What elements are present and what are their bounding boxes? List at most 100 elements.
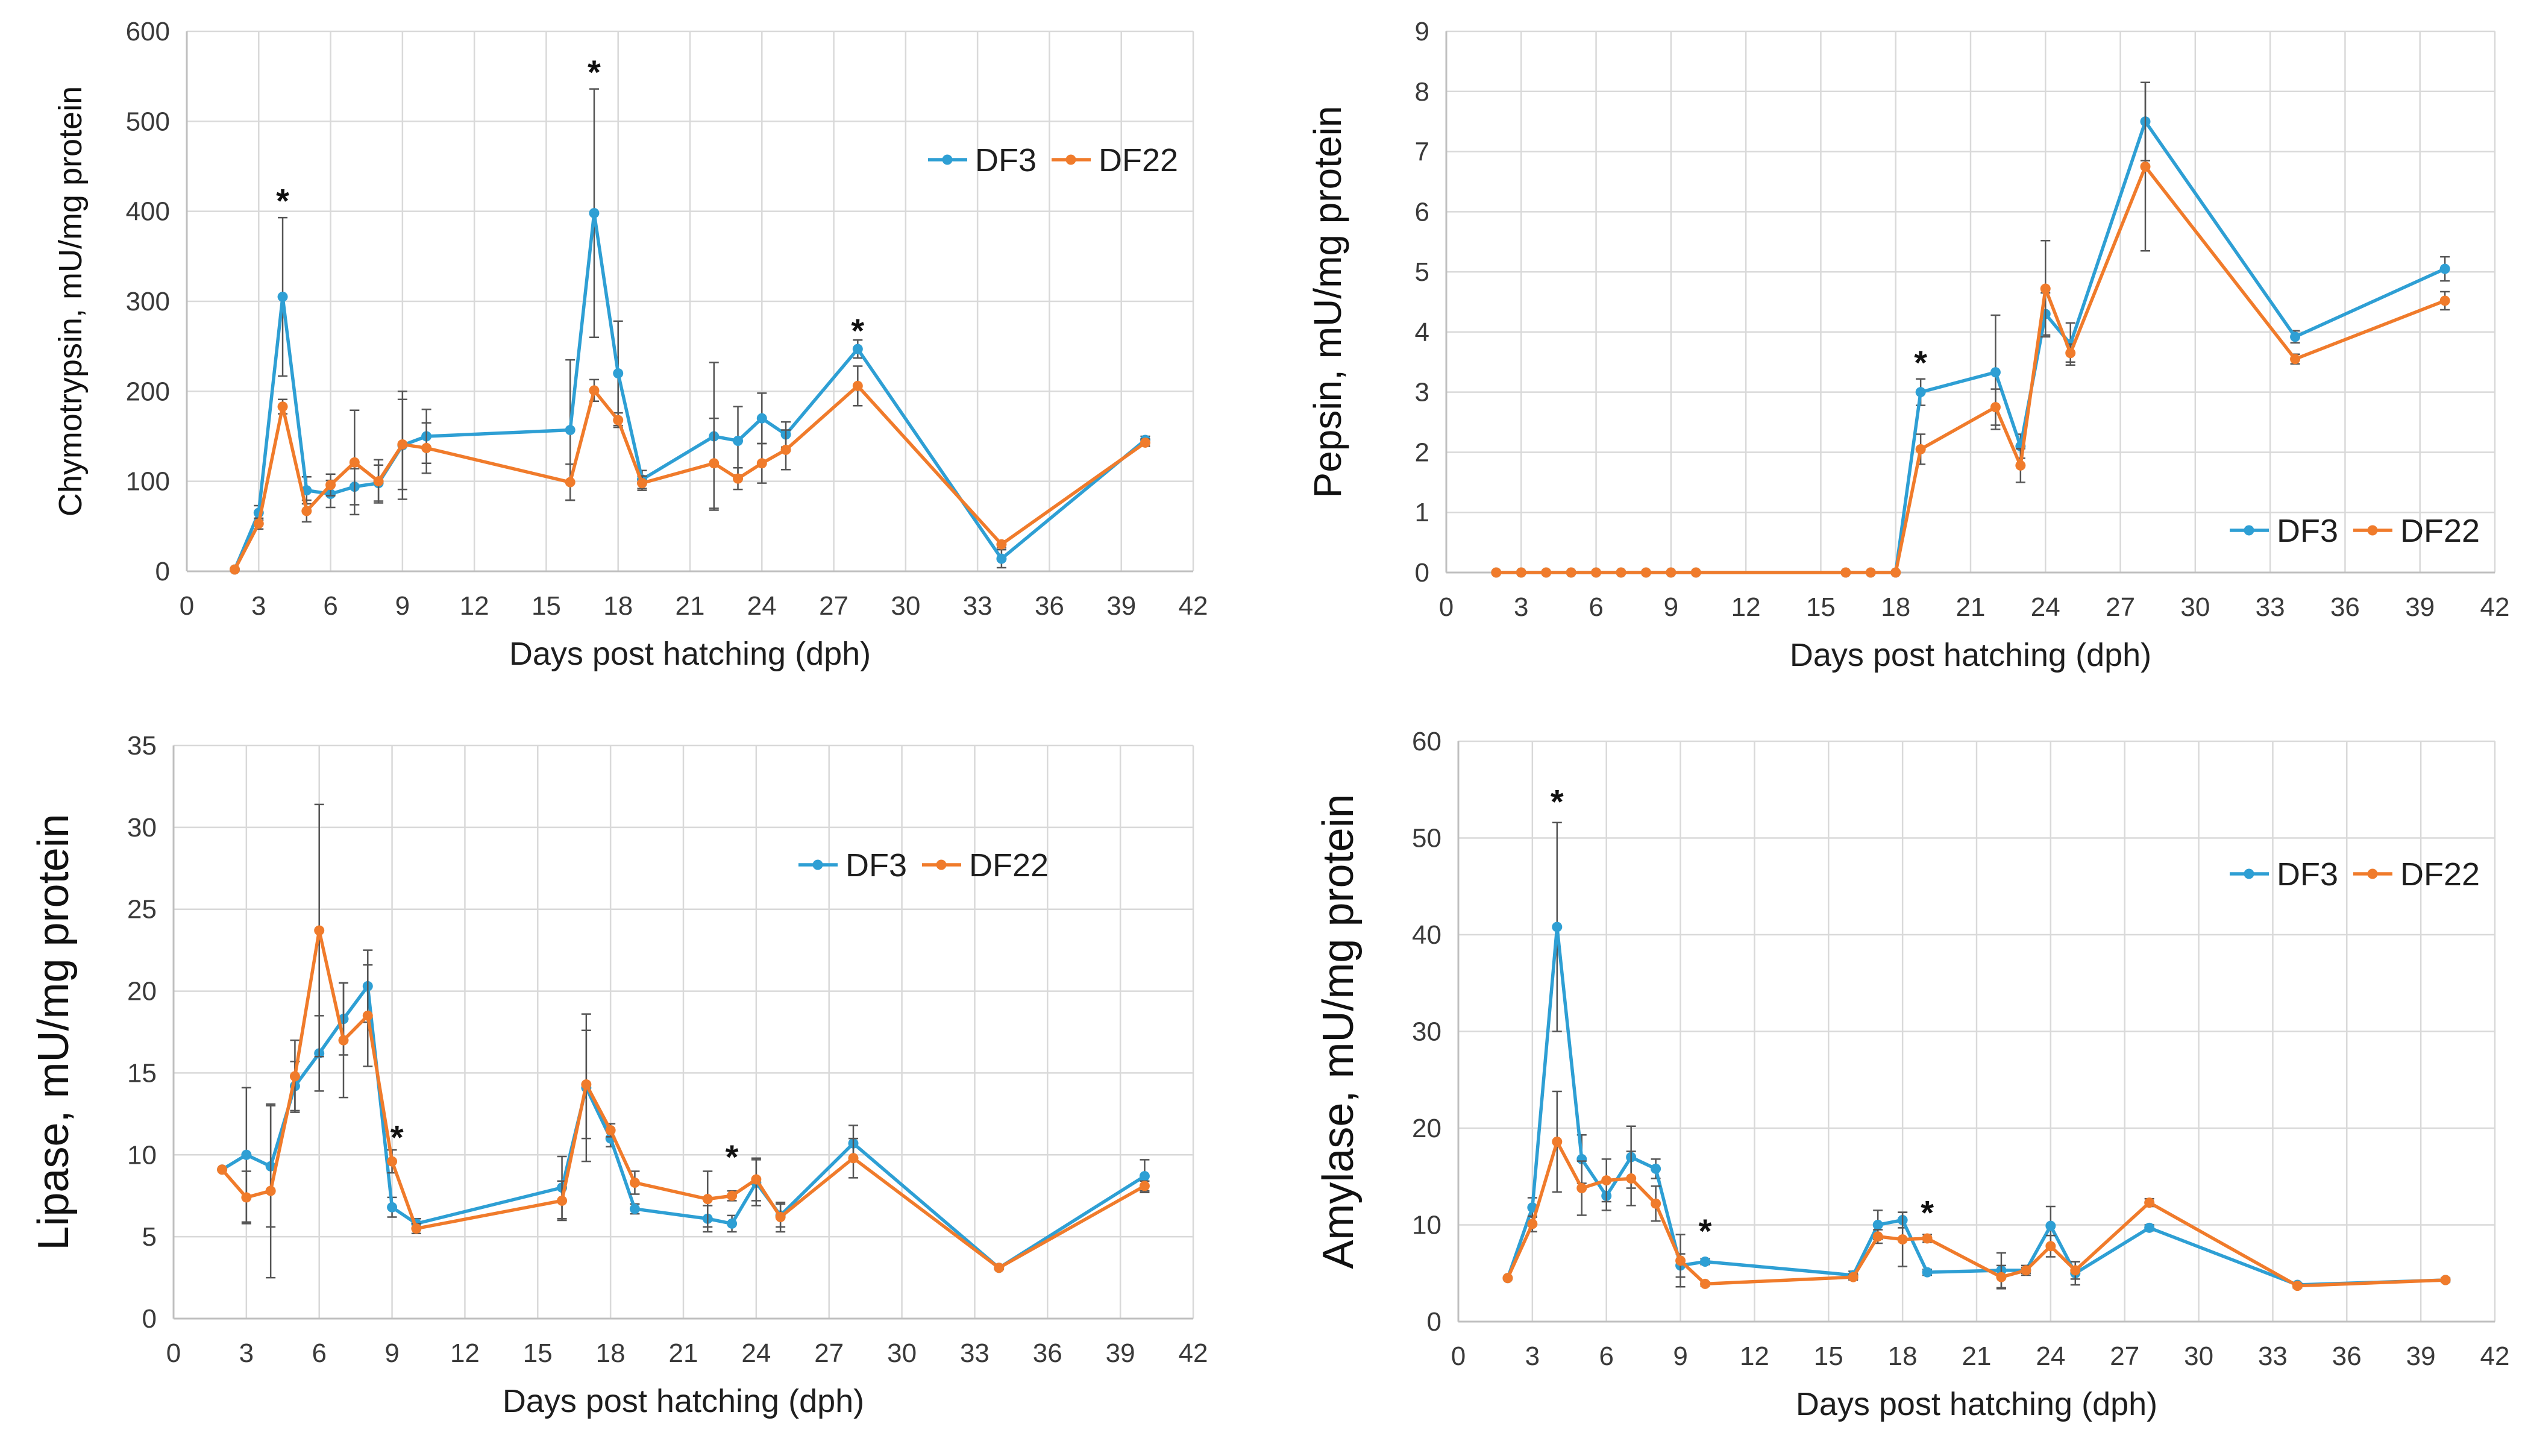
lipase-df22-point (217, 1164, 228, 1175)
lipase-x-tick-label: 6 (312, 1338, 326, 1368)
lipase-df22-point (289, 1071, 300, 1082)
lipase-df22-point (605, 1125, 616, 1136)
lipase-x-tick-label: 42 (1179, 1338, 1208, 1368)
amylase-df22-point (2292, 1281, 2303, 1291)
lipase-x-tick-label: 30 (887, 1338, 917, 1368)
pepsin-df22-point (2015, 460, 2026, 471)
amylase-legend-label-df3: DF3 (2277, 856, 2338, 893)
amylase-x-tick-label: 6 (1599, 1341, 1613, 1371)
amylase-x-tick-label: 36 (2332, 1341, 2362, 1371)
amylase-y-tick-label: 60 (1412, 727, 1441, 756)
lipase-df22-point (411, 1223, 422, 1234)
pepsin-x-tick-label: 9 (1664, 592, 1678, 622)
lipase-df22-series-line (221, 929, 1146, 1270)
pepsin-df3-point (1990, 367, 2001, 378)
chymotrypsin-df3-point (613, 368, 624, 378)
pepsin-y-tick-label: 9 (1415, 17, 1429, 46)
chart-panel-chymotrypsin: 0 3 6 9 12 15 18 21 24 27 30 33 36 39 4201002003004005… (52, 17, 1208, 672)
chymotrypsin-x-tick-label: 33 (963, 591, 993, 621)
chymotrypsin-y-axis-title: Chymotrypsin, mU/mg protein (52, 86, 89, 516)
amylase-y-tick-label: 50 (1412, 824, 1441, 853)
chymotrypsin-df22-point (780, 444, 791, 455)
pepsin-df22-point (1890, 567, 1901, 578)
amylase-df22-point (1502, 1273, 1513, 1284)
chymotrypsin-legend-label-df3: DF3 (975, 142, 1037, 178)
lipase-df22-point (387, 1156, 398, 1167)
chymotrypsin-df3-point (589, 208, 600, 219)
amylase-y-tick-label: 20 (1412, 1114, 1441, 1143)
amylase-y-tick-label: 30 (1412, 1017, 1441, 1047)
pepsin-y-tick-label: 3 (1415, 378, 1429, 407)
lipase-df3-point (629, 1203, 640, 1214)
chymotrypsin-y-tick-label: 500 (126, 107, 170, 136)
lipase-y-tick-label: 20 (127, 977, 157, 1006)
lipase-x-tick-label: 9 (384, 1338, 399, 1368)
pepsin-x-tick-label: 24 (2031, 592, 2060, 622)
amylase-df22-point (2021, 1265, 2031, 1276)
chymotrypsin-significance-mark: * (588, 53, 601, 91)
pepsin-df22-point (1690, 567, 1701, 578)
pepsin-df22-point (2290, 354, 2301, 365)
pepsin-df22-point (1915, 444, 1926, 454)
lipase-df22-point (848, 1153, 859, 1164)
lipase-significance-mark: * (390, 1118, 404, 1156)
chymotrypsin-df22-point (709, 458, 720, 469)
lipase-legend-label-df22: DF22 (969, 847, 1049, 883)
amylase-x-axis-title: Days post hatching (dph) (1796, 1386, 2157, 1422)
chymotrypsin-df22-point (230, 564, 240, 575)
lipase-df22-point (994, 1263, 1005, 1273)
lipase-df22-point (362, 1010, 373, 1021)
lipase-df3-point (727, 1218, 738, 1229)
chymotrypsin-x-tick-label: 42 (1179, 591, 1208, 621)
chymotrypsin-y-tick-label: 200 (126, 377, 170, 406)
lipase-x-tick-label: 33 (960, 1338, 990, 1368)
amylase-significance-mark: * (1921, 1194, 1934, 1232)
lipase-df22-point (557, 1195, 568, 1206)
amylase-legend: DF3 DF22 (2230, 856, 2480, 893)
lipase-df22-point (338, 1035, 349, 1046)
chymotrypsin-df22-point (373, 476, 384, 487)
amylase-x-tick-label: 18 (1888, 1341, 1918, 1371)
chymotrypsin-y-tick-label: 300 (126, 287, 170, 316)
amylase-df22-point (2440, 1275, 2451, 1285)
chymotrypsin-y-tick-label: 0 (155, 557, 170, 586)
amylase-df22-point (1552, 1136, 1563, 1147)
pepsin-x-tick-label: 21 (1956, 592, 1986, 622)
pepsin-df22-point (2439, 295, 2450, 306)
chymotrypsin-x-tick-label: 27 (819, 591, 848, 621)
chymotrypsin-x-tick-label: 3 (251, 591, 266, 621)
pepsin-legend-marker-df3 (2244, 525, 2254, 536)
lipase-df22-point (702, 1194, 713, 1205)
pepsin-df22-point (1840, 567, 1851, 578)
chymotrypsin-df22-point (852, 380, 863, 391)
lipase-x-tick-label: 3 (239, 1338, 254, 1368)
pepsin-x-tick-label: 27 (2106, 592, 2135, 622)
lipase-x-tick-label: 36 (1033, 1338, 1062, 1368)
chymotrypsin-y-tick-label: 100 (126, 467, 170, 497)
chymotrypsin-x-tick-label: 30 (891, 591, 920, 621)
chymotrypsin-legend-label-df22: DF22 (1099, 142, 1178, 178)
pepsin-x-tick-label: 15 (1806, 592, 1836, 622)
amylase-df22-point (2070, 1265, 2081, 1276)
lipase-df22-point (1139, 1181, 1150, 1191)
lipase-x-tick-label: 0 (166, 1338, 181, 1368)
lipase-df3-point (387, 1202, 398, 1213)
chymotrypsin-df3-point (277, 292, 288, 303)
lipase-x-tick-label: 12 (450, 1338, 480, 1368)
chymotrypsin-df22-point (277, 401, 288, 412)
pepsin-df22-point (2040, 283, 2051, 294)
pepsin-y-tick-label: 2 (1415, 438, 1429, 467)
amylase-y-tick-label: 10 (1412, 1211, 1441, 1240)
pepsin-df22-point (1491, 567, 1502, 578)
pepsin-df3-point (1915, 387, 1926, 398)
chymotrypsin-df22-point (613, 415, 624, 425)
amylase-x-tick-label: 33 (2258, 1341, 2288, 1371)
pepsin-x-tick-label: 36 (2330, 592, 2360, 622)
pepsin-df22-point (2065, 348, 2076, 359)
chymotrypsin-df22-point (733, 473, 744, 484)
amylase-df22-point (1601, 1175, 1612, 1186)
amylase-x-tick-label: 30 (2184, 1341, 2213, 1371)
chymotrypsin-df22-point (397, 439, 408, 450)
chymotrypsin-df22-point (996, 539, 1007, 550)
